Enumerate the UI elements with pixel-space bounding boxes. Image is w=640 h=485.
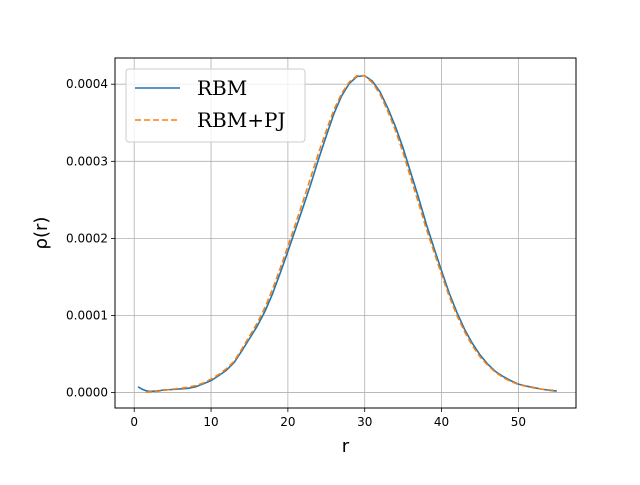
x-tick-label: 50	[511, 415, 526, 429]
legend-label-rbm-pj: RBM+PJ	[197, 108, 285, 132]
x-tick-label: 20	[280, 415, 295, 429]
y-tick-label: 0.0003	[66, 154, 108, 168]
x-tick-label: 10	[203, 415, 218, 429]
x-axis-label: r	[342, 436, 350, 457]
y-axis-label: ρ(r)	[31, 217, 52, 250]
y-tick-label: 0.0002	[66, 231, 108, 245]
y-tick-label: 0.0001	[66, 308, 108, 322]
plot-frame	[114, 57, 577, 409]
axis-ticks: 0 10 20 30 40 50 0.0000 0.0001 0.0002 0.0003 0.000…	[66, 77, 526, 429]
legend: RBM RBM+PJ	[125, 68, 306, 143]
x-tick-label: 40	[434, 415, 449, 429]
y-tick-label: 0.0004	[66, 77, 108, 91]
y-tick-label: 0.0000	[66, 386, 108, 400]
legend-label-rbm: RBM	[197, 76, 247, 100]
series-line-rbm	[137, 74, 557, 393]
series-lines	[137, 74, 557, 393]
x-tick-label: 30	[357, 415, 372, 429]
x-tick-label: 0	[130, 415, 138, 429]
series-line-rbm-pj	[145, 74, 557, 393]
